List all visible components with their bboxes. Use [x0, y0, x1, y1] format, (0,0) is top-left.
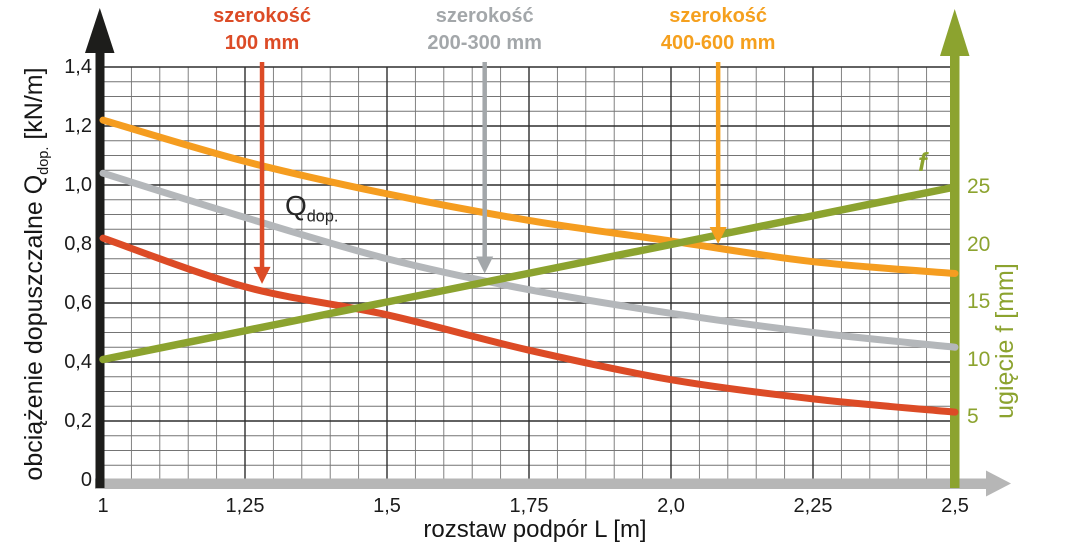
annotation-width-400-600-line2: 400-600 mm: [660, 32, 776, 54]
y-left-tick-label: 1,4: [64, 56, 92, 78]
y-left-tick-label: 0,4: [64, 351, 92, 373]
x-axis-tick-label: 1: [97, 495, 109, 517]
x-axis-tick-label: 2,5: [941, 495, 969, 517]
y-left-tick-label: 0,6: [64, 292, 92, 314]
y-right-tick-label: 5: [967, 405, 979, 428]
annotation-width-400-600-line1: szerokość: [669, 5, 768, 27]
y-left-tick-label: 0: [80, 469, 92, 491]
x-axis-tick-label: 1,5: [373, 495, 401, 517]
y-axis-left-line: [95, 28, 105, 488]
x-axis-tick-label: 1,25: [225, 495, 265, 517]
annotation-arrowhead-1: [476, 256, 494, 274]
curve-width-100: [99, 234, 959, 416]
y-axis-right-title: ugięcie f [mm]: [991, 263, 1019, 419]
y-left-tick-label: 0,2: [64, 410, 92, 432]
y-left-title-text: obciążenie dopuszczalne Q: [20, 174, 48, 481]
x-axis-arrowhead: [986, 470, 1011, 497]
y-right-tick-label: 20: [967, 232, 991, 256]
annotation-width-200-300-line1: szerokość: [435, 5, 534, 27]
grid-major: [102, 66, 956, 479]
y-axis-right-line: [950, 28, 960, 488]
curve-width-400-600: [99, 116, 959, 277]
y-left-title-subscript: dop.: [36, 146, 52, 175]
x-axis-tick-label: 1,75: [509, 495, 549, 517]
curve-label-f: f: [918, 147, 927, 177]
y-right-tick-label: 15: [967, 290, 991, 313]
x-axis-tick-label: 2,0: [657, 495, 685, 517]
annotation-width-200-300: szerokość 200-300 mm: [400, 3, 570, 57]
annotation-arrowhead-2: [709, 227, 727, 244]
y-left-tick-label: 1,0: [64, 174, 92, 196]
x-axis-line: [95, 478, 988, 489]
y-left-tick-label: 1,2: [64, 115, 92, 137]
annotation-width-100: szerokość 100 mm: [177, 3, 347, 57]
annotation-width-200-300-line2: 200-300 mm: [427, 32, 542, 54]
y-axis-right-arrowhead: [940, 9, 970, 56]
annotation-width-100-line1: szerokość: [213, 5, 311, 27]
qdop-subscript: dop.: [306, 207, 339, 226]
x-axis-tick-label: 2,25: [793, 495, 833, 517]
y-right-tick-label: 10: [967, 347, 991, 371]
y-left-tick-label: 0,8: [64, 233, 92, 255]
x-axis-title: rozstaw podpór L [m]: [423, 516, 647, 543]
annotation-width-100-line2: 100 mm: [224, 32, 300, 54]
qdop-main: Q: [285, 190, 307, 221]
y-right-tick-label: 25: [967, 175, 991, 198]
annotation-width-400-600: szerokość 400-600 mm: [633, 3, 803, 57]
annotation-arrowhead-0: [253, 266, 271, 284]
curve-label-qdop: Qdop.: [285, 190, 338, 227]
curve-width-200-300: [99, 169, 959, 351]
y-axis-left-arrowhead: [85, 8, 115, 53]
curve-deflection-f: [99, 183, 959, 364]
